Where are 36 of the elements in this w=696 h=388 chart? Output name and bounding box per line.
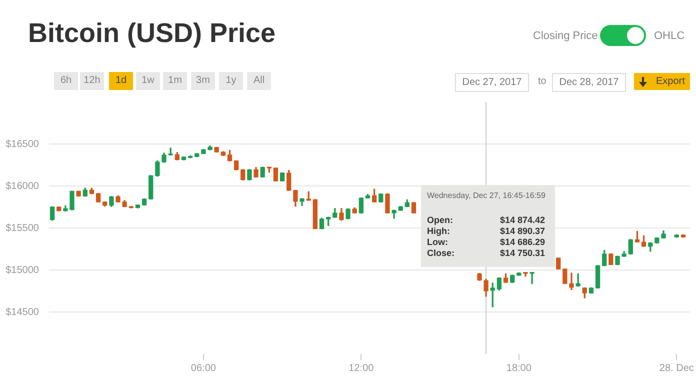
text: 1w <box>136 72 160 90</box>
x-tick-label: 12:00 <box>348 362 374 374</box>
y-tick-label: $14500 <box>6 306 40 318</box>
text: 3m <box>191 72 215 90</box>
text: Dec 28, 2017 <box>552 73 626 92</box>
text: All <box>247 72 271 90</box>
text: Closing Price <box>533 30 598 42</box>
text: 1y <box>219 72 243 90</box>
candlestick <box>530 272 534 284</box>
annotation: $14 874.42 <box>500 215 545 225</box>
annotation: Open: <box>427 215 453 225</box>
y-tick-label: $15000 <box>6 264 40 276</box>
annotation: $14 686.29 <box>500 237 545 247</box>
text: 1m <box>163 72 187 90</box>
x-tick-label: 06:00 <box>190 362 216 374</box>
text: to <box>538 76 546 87</box>
text: 1d <box>109 72 133 90</box>
text: 6h <box>54 72 78 90</box>
y-tick-label: $16500 <box>6 138 40 150</box>
x-tick-label: 18:00 <box>506 362 532 374</box>
annotation: Close: <box>427 248 455 258</box>
y-tick-label: $15500 <box>6 222 40 234</box>
text: Dec 27, 2017 <box>455 73 529 92</box>
annotation: Wednesday, Dec 27, 16:45-16:59 <box>427 191 546 200</box>
annotation: High: <box>427 226 450 236</box>
text: OHLC <box>654 30 685 42</box>
text: Export <box>656 75 685 89</box>
x-tick-label: 28. Dec <box>659 362 694 374</box>
annotation: $14 750.31 <box>500 248 545 258</box>
text: 12h <box>80 72 104 90</box>
annotation: Low: <box>427 237 448 247</box>
y-tick-label: $16000 <box>6 180 40 192</box>
candlestick <box>576 273 580 287</box>
chart-title: Bitcoin (USD) Price <box>28 18 276 49</box>
candlestick <box>569 272 574 290</box>
annotation: $14 890.37 <box>500 226 545 236</box>
